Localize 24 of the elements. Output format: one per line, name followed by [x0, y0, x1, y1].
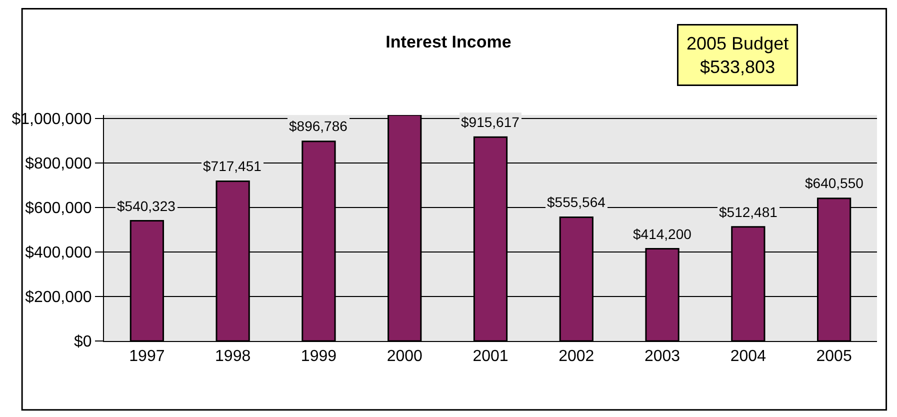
y-tick-label: $800,000 [25, 155, 92, 172]
text: 2005 Budget $533,803 [686, 34, 789, 77]
x-tick-label: 1997 [129, 348, 165, 366]
x-tick-label: 2004 [730, 348, 766, 366]
x-tick-label: 2003 [644, 348, 680, 366]
data-label: $717,451 [203, 158, 262, 174]
y-tick-label: $0 [74, 334, 92, 351]
x-tick-label: 2000 [386, 348, 423, 366]
data-label: $640,550 [805, 175, 864, 191]
x-tick-label: 2002 [558, 348, 594, 366]
y-tick-label: $200,000 [25, 289, 92, 306]
x-tick-label: 2001 [472, 348, 508, 366]
data-label: $540,323 [117, 198, 176, 214]
data-label: $512,481 [719, 204, 778, 220]
x-tick-label: 1998 [215, 348, 251, 366]
y-tick-label: $400,000 [25, 244, 92, 262]
chart-title: Interest Income [386, 32, 512, 52]
x-tick-label: 2005 [816, 348, 852, 366]
data-label: $555,564 [547, 194, 606, 210]
y-tick-label: $600,000 [25, 200, 92, 217]
data-label: $414,200 [633, 226, 692, 242]
data-label: $915,617 [461, 114, 520, 130]
data-label: $896,786 [289, 118, 348, 134]
x-tick-label: 1999 [300, 348, 337, 366]
